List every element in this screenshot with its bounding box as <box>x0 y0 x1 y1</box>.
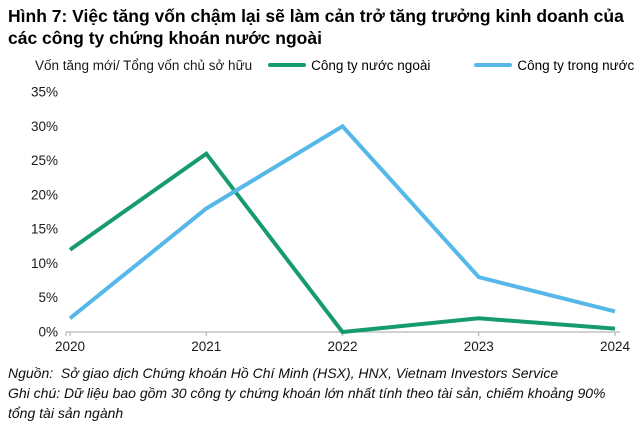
y-tick-label: 30% <box>31 119 58 134</box>
scope-note: Ghi chú: Dữ liệu bao gồm 30 công ty chứn… <box>8 384 606 421</box>
legend-label-foreign: Công ty nước ngoài <box>311 57 431 73</box>
y-tick-label: 0% <box>38 325 58 340</box>
y-tick-label: 10% <box>31 256 58 271</box>
chart-title: Hình 7: Việc tăng vốn chậm lại sẽ làm cả… <box>8 6 624 49</box>
legend-item-domestic: Công ty trong nước <box>474 58 634 73</box>
source-note: Nguồn: Sở giao dịch Chứng khoán Hồ Chí M… <box>8 365 559 382</box>
legend-label-domestic: Công ty trong nước <box>517 57 635 73</box>
y-tick-label: 15% <box>31 222 58 237</box>
footnotes: Nguồn: Sở giao dịch Chứng khoán Hồ Chí M… <box>8 364 614 424</box>
x-tick-label: 2022 <box>327 339 357 354</box>
legend-row: Vốn tăng mới/ Tổng vốn chủ sở hữu Công t… <box>35 55 640 75</box>
x-tick-label: 2023 <box>464 339 494 354</box>
legend-item-foreign: Công ty nước ngoài <box>268 58 430 73</box>
x-tick-label: 2024 <box>600 339 631 354</box>
chart-area: 0% 5% 10% 15% 20% 25% 30% 35% 2020 2021 2022 2023 20… <box>0 77 640 364</box>
line-chart-svg: 0% 5% 10% 15% 20% 25% 30% 35% 2020 2021 2022 2023 20… <box>31 85 631 355</box>
series-line-1 <box>68 123 616 320</box>
y-axis-caption: Vốn tăng mới/ Tổng vốn chủ sở hữu <box>35 57 253 73</box>
x-tick-label: 2021 <box>191 339 221 354</box>
y-tick-label: 20% <box>31 187 58 202</box>
legend-line-swatch-domestic <box>474 63 513 68</box>
y-tick-label: 5% <box>38 290 58 305</box>
legend-line-swatch-foreign <box>268 63 307 68</box>
series-line-0 <box>68 151 616 335</box>
y-tick-label: 35% <box>31 85 58 100</box>
y-tick-label: 25% <box>31 153 58 168</box>
x-tick-label: 2020 <box>55 339 85 354</box>
